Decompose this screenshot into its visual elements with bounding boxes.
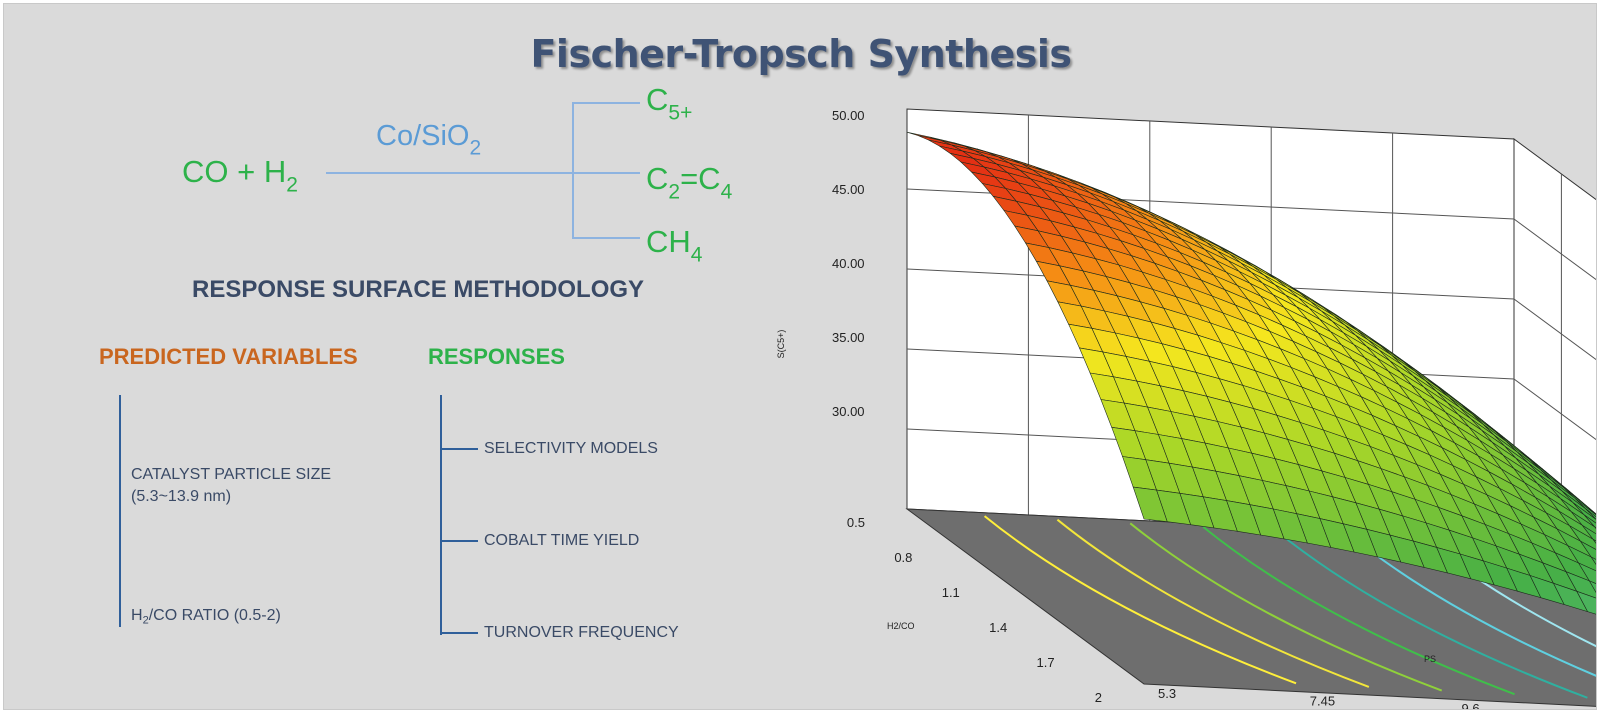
surface-cell [1564,487,1596,516]
surface-cell [1562,491,1596,520]
surface-cell [1590,556,1596,565]
response-selectivity: SELECTIVITY MODELS [484,440,658,457]
y-tick-label: 0.5 [847,515,865,530]
floor-contour-line [1056,518,1370,688]
product-c2c4: C2=C4 [646,161,732,204]
responses-heading: RESPONSES [428,344,565,369]
predicted-variables-heading: PREDICTED VARIABLES [99,344,358,369]
response-cobalt-time-yield: COBALT TIME YIELD [484,532,640,549]
z-axis-label: S(C5+) [776,330,786,359]
surface-cell [1592,538,1596,544]
z-tick-label: 30.00 [832,404,865,419]
surface-cell [1587,506,1596,516]
response-surface-plot: 30.00 35.00 40.00 45.00 50.00 0.5 0.8 1.1 1.4 1.7… [776,108,1596,710]
product-ch4-sub: 4 [690,243,703,267]
y-tick-label: 2 [1095,690,1102,705]
y-tick-label: 0.8 [894,550,912,565]
axis-labels: 30.00 35.00 40.00 45.00 50.00 0.5 0.8 1.1 1.4 1.7… [776,108,1480,710]
z-tick-label: 40.00 [832,256,865,271]
response-tick-3 [440,632,478,634]
product-c5-sub: 5+ [668,101,693,125]
particle-size-label: CATALYST PARTICLE SIZE [131,466,332,483]
catalyst-subscript: 2 [469,136,482,160]
product-bracket [572,102,574,238]
figure-panel: Fischer-Tropsch Synthesis CO + H2 Co/SiO… [3,3,1597,710]
surface-cell [1569,525,1596,550]
surface-cell [1572,502,1596,524]
x-tick-label: 9.6 [1462,701,1480,710]
figure-title: Fischer-Tropsch Synthesis [530,32,1072,76]
surface-cell [1566,544,1596,572]
response-tick-1 [440,448,478,450]
surface-cell [1583,514,1596,529]
ratio-h: H [131,607,143,624]
product-c2-text: C [646,161,669,196]
surface-cell [1574,498,1596,518]
product-c5-text: C [646,82,669,117]
predicted-item-particle-size: CATALYST PARTICLE SIZE (5.3~13.9 nm) [131,464,331,508]
ratio-sub: 2 [142,614,149,627]
product-ch4: CH4 [646,224,702,267]
x-axis-label: PS [1424,654,1436,664]
floor-contour-line [1275,529,1588,699]
surface-cell [1581,524,1596,542]
surface-cell [1576,590,1596,615]
surface-cell [1565,571,1596,599]
reaction-arrow-line [326,172,574,174]
x-tick-label: 7.45 [1310,694,1335,709]
z-tick-label: 35.00 [832,330,865,345]
x-tick-label: 5.3 [1158,686,1176,701]
side-grid-horizontal [1513,298,1596,361]
responses-bracket [440,395,442,635]
surface-cell [1580,540,1596,560]
reactant-subscript: 2 [286,173,298,197]
product-branch-1 [572,102,640,104]
reactant-text: CO + H [182,154,287,189]
methodology-heading: RESPONSE SURFACE METHODOLOGY [192,276,645,303]
side-grid-horizontal [1513,218,1596,281]
product-c4-sub: 4 [720,180,733,204]
product-branch-3 [572,237,640,239]
y-tick-label: 1.4 [989,620,1007,635]
particle-size-range: (5.3~13.9 nm) [131,488,232,505]
surface-cell [1585,508,1596,520]
predicted-item-ratio: H2/CO RATIO (0.5-2) [131,605,281,631]
product-ch4-text: CH [646,224,691,259]
surface-cell [1594,526,1596,529]
product-c5: C5+ [646,82,692,125]
floor-contour-line [1129,522,1443,692]
predicted-bracket [119,395,121,627]
product-c2-sub: 2 [668,180,681,204]
response-turnover-frequency: TURNOVER FREQUENCY [484,624,679,641]
y-axis-label: H2/CO [887,621,915,631]
surface-cell [1588,580,1596,593]
floor-contours [983,515,1596,699]
floor-contour-line [1348,533,1596,677]
surface-cell [1577,562,1596,584]
y-tick-label: 1.7 [1037,655,1055,670]
product-c4-text: =C [680,161,721,196]
y-tick-label: 1.1 [942,585,960,600]
reactants: CO + H2 [182,154,298,197]
product-branch-2 [572,172,640,174]
surface-mesh [906,131,1596,615]
surface-cell [1571,511,1596,535]
z-tick-label: 45.00 [832,182,865,197]
catalyst: Co/SiO2 [376,120,481,160]
response-tick-2 [440,540,478,542]
floor-contour-line [1202,526,1515,696]
floor-contour-line [983,515,1297,685]
z-tick-label: 50.00 [832,108,865,123]
side-grid-horizontal [1513,378,1596,441]
ratio-text: /CO RATIO (0.5-2) [148,607,281,624]
catalyst-text: Co/SiO [376,120,470,152]
